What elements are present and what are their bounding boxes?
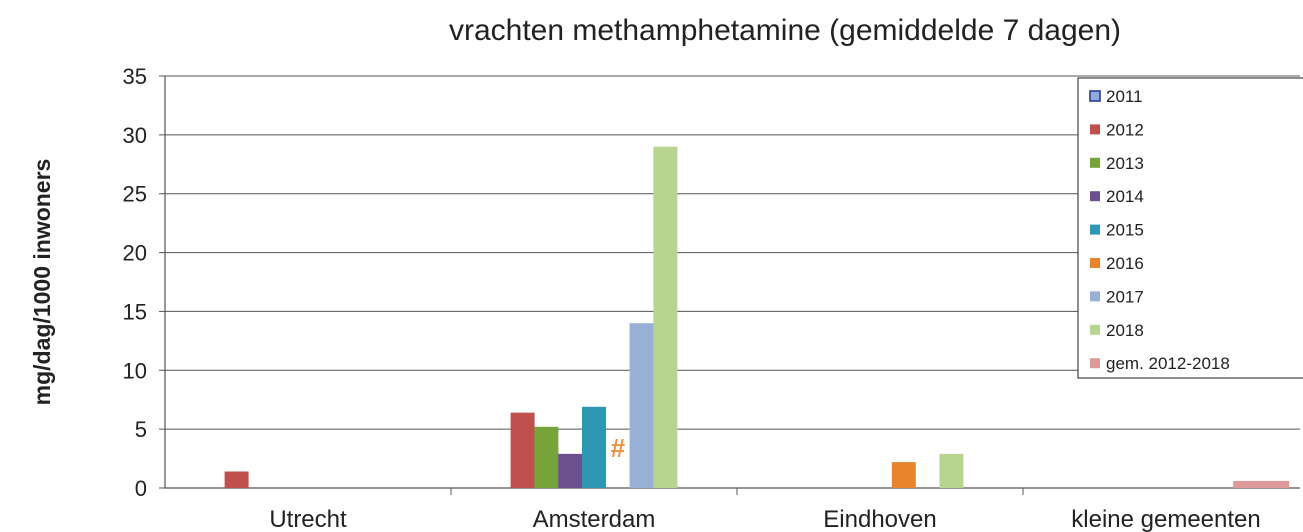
legend-label: gem. 2012-2018: [1106, 354, 1230, 373]
legend-label: 2014: [1106, 187, 1144, 206]
x-category-label: Amsterdam: [533, 506, 656, 532]
legend-swatch: [1090, 124, 1100, 135]
bar: [891, 462, 916, 488]
bar: [629, 323, 654, 488]
bar: [582, 406, 606, 488]
bar: [1233, 480, 1290, 488]
gridlines: [165, 75, 1300, 430]
y-tick-label: 0: [135, 476, 147, 501]
legend-label: 2011: [1106, 87, 1143, 106]
legend-swatch: [1090, 157, 1100, 168]
bar: [653, 146, 678, 488]
legend: 2011 2012 2013 2014 2015 2016 2017 2018 gem. 201…: [1077, 77, 1303, 379]
legend-label: 2018: [1106, 321, 1144, 340]
legend-label: 2012: [1106, 120, 1144, 139]
legend-label: 2017: [1106, 287, 1144, 306]
legend-box: [1077, 77, 1303, 379]
legend-label: 2013: [1106, 154, 1144, 173]
bars: [224, 146, 1290, 488]
legend-swatch: [1090, 258, 1100, 268]
chart-title: vrachten methamphetamine (gemiddelde 7 d…: [449, 14, 1121, 47]
bar: [510, 412, 535, 488]
axes: 0 5 10 15 20 25 30 35 Utrecht Amsterdam Eindhoven k…: [123, 64, 1300, 532]
annotation-label: #: [611, 433, 626, 463]
legend-label: 2015: [1106, 221, 1144, 240]
x-category-label: kleine gemeenten: [1071, 506, 1260, 532]
y-tick-label: 10: [123, 358, 147, 383]
legend-label: 2016: [1106, 254, 1144, 273]
legend-swatch: [1089, 90, 1101, 102]
legend-swatch: [1090, 358, 1100, 369]
y-tick-label: 35: [123, 64, 147, 89]
y-tick-label: 25: [123, 182, 147, 207]
legend-swatch: [1090, 191, 1100, 202]
y-tick-label: 20: [123, 241, 147, 266]
x-category-label: Eindhoven: [823, 506, 936, 532]
bar: [939, 453, 964, 488]
legend-swatch: [1090, 291, 1100, 302]
y-axis-label: mg/dag/1000 inwoners: [29, 159, 55, 406]
y-tick-label: 30: [123, 123, 147, 148]
annotations: #: [611, 433, 626, 463]
legend-swatch: [1090, 224, 1100, 235]
y-tick-label: 5: [135, 417, 147, 442]
bar: [558, 453, 583, 488]
bar: [534, 426, 559, 488]
x-category-label: Utrecht: [269, 506, 347, 532]
y-tick-label: 15: [123, 299, 147, 324]
bar: [224, 471, 249, 488]
legend-swatch: [1090, 324, 1100, 335]
